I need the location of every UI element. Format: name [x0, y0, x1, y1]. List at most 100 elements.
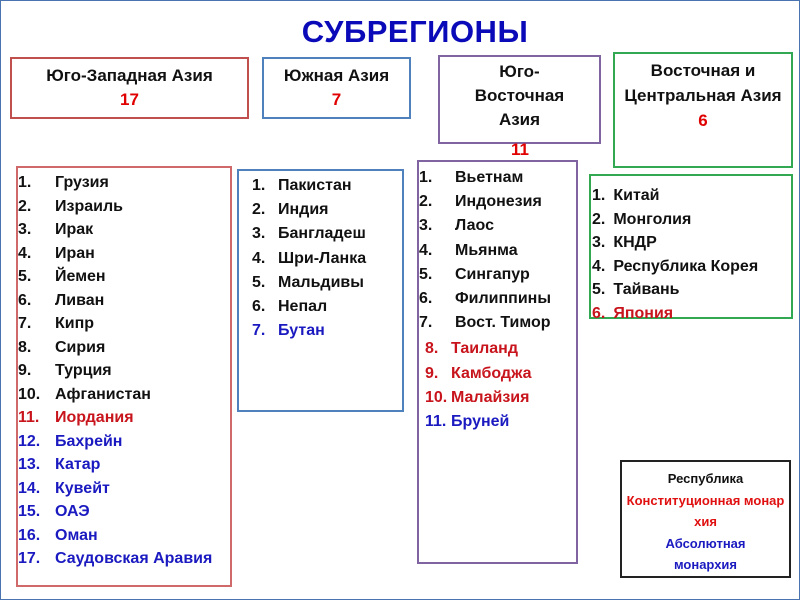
legend-constitutional-monarchy: Конституционная монархия [626, 492, 785, 530]
list-item: 15. ОАЭ [18, 500, 233, 524]
list-item: 5. Йемен [18, 265, 233, 289]
item-number: 1. [252, 177, 266, 194]
list-item: 9. Турция [18, 359, 233, 383]
item-name: Вьетнам [455, 169, 524, 186]
list-item: 3. Ирак [18, 218, 233, 242]
item-number: 5. [252, 273, 266, 291]
list-item: 1. Грузия [18, 171, 233, 195]
item-number: 1. [419, 169, 433, 186]
item-name: Малайзия [451, 388, 530, 406]
item-name: Пакистан [278, 177, 352, 194]
item-number: 12. [18, 432, 41, 450]
item-number: 10. [425, 388, 448, 406]
list-item: 6. Филиппины [419, 287, 569, 311]
item-name: Мьянма [455, 241, 518, 259]
item-number: 17. [18, 550, 41, 567]
item-number: 14. [18, 479, 41, 497]
item-number: 1. [18, 174, 32, 191]
region-header-southwest: Юго-Западная Азия 17 [10, 57, 249, 119]
list-item: 14. Кувейт [18, 477, 233, 501]
list-item: 10. Малайзия [419, 386, 569, 410]
list-box-southeast [417, 160, 578, 564]
list-item: 5. Сингапур [419, 263, 569, 287]
region-count: 6 [698, 111, 708, 130]
list-item: 5. Тайвань [592, 278, 787, 302]
list-item: 10. Афганистан [18, 383, 233, 407]
item-name: Иран [55, 244, 95, 262]
list-item: 17. Саудовская Аравия [18, 547, 233, 571]
item-name: Сирия [55, 338, 106, 356]
item-number: 4. [419, 241, 433, 259]
list-item: 8. Сирия [18, 336, 233, 360]
list-item: 1. Пакистан [252, 174, 402, 198]
item-name: Ливан [55, 291, 105, 309]
list-item: 3. Бангладеш [252, 222, 402, 246]
item-name: Грузия [55, 174, 109, 191]
list-item: 6. Непал [252, 295, 402, 319]
list-item: 4. Шри-Ланка [252, 247, 402, 271]
item-number: 1. [592, 187, 606, 204]
region-name: Юго-Восточная Азия [474, 62, 565, 129]
item-number: 15. [18, 503, 41, 520]
list-item: 9. Камбоджа [419, 362, 569, 386]
region-name: Юго-Западная Азия [46, 66, 213, 85]
item-number: 2. [419, 193, 433, 211]
item-name: Йемен [55, 268, 106, 285]
list-item: 5. Мальдивы [252, 271, 402, 295]
item-number: 2. [592, 210, 606, 228]
item-name: Таиланд [451, 340, 518, 358]
region-header-southeast: Юго-Восточная Азия [438, 55, 601, 144]
item-name: Кувейт [55, 479, 110, 497]
item-number: 9. [425, 364, 439, 382]
country-list-east: 1. Китай 2. Монголия 3. КНДР 4. Республика Коре… [592, 184, 787, 325]
item-number: 13. [18, 456, 41, 473]
list-item: 1. Вьетнам [419, 166, 569, 190]
item-name: Оман [55, 526, 98, 544]
list-item: 4. Мьянма [419, 239, 569, 263]
legend-box: Республика Конституционная монархия Абсо… [620, 460, 791, 578]
item-number: 11. [18, 409, 40, 426]
item-name: Бутан [278, 322, 325, 340]
item-number: 5. [18, 268, 32, 285]
list-item: 7. Вост. Тимор [419, 311, 569, 335]
item-name: Шри-Ланка [278, 249, 367, 267]
list-item: 6. Япония [592, 302, 787, 326]
list-item: 2. Монголия [592, 208, 787, 232]
item-name: Камбоджа [451, 364, 532, 382]
region-name: Южная Азия [283, 66, 390, 85]
item-name: Израиль [55, 197, 123, 215]
list-item: 1. Китай [592, 184, 787, 208]
list-box-southwest [16, 166, 232, 587]
item-name: Бахрейн [55, 432, 123, 450]
list-item: 16. Оман [18, 524, 233, 548]
region-header-south: Южная Азия 7 [262, 57, 411, 119]
item-number: 7. [419, 314, 433, 332]
list-item: 6. Ливан [18, 289, 233, 313]
list-item: 3. Лаос [419, 214, 569, 238]
list-item: 7. Бутан [252, 319, 402, 343]
list-box-south [237, 169, 404, 412]
item-number: 8. [18, 338, 32, 356]
item-number: 7. [252, 322, 266, 340]
item-name: Афганистан [55, 385, 151, 403]
list-item: 2. Израиль [18, 195, 233, 219]
item-name: Сингапур [455, 265, 530, 283]
region-count-southeast: 11 [511, 140, 529, 159]
item-name: ОАЭ [55, 503, 90, 520]
list-item: 12. Бахрейн [18, 430, 233, 454]
item-number: 3. [252, 225, 266, 243]
item-number: 6. [18, 291, 32, 309]
item-name: Китай [613, 187, 660, 204]
item-number: 3. [18, 221, 32, 238]
list-item: 7. Кипр [18, 312, 233, 336]
item-number: 6. [592, 304, 606, 322]
item-name: Бруней [451, 413, 510, 431]
list-item: 3. КНДР [592, 231, 787, 255]
item-name: Индонезия [455, 193, 542, 211]
item-number: 3. [419, 217, 433, 235]
item-number: 6. [419, 290, 433, 308]
item-name: Филиппины [455, 290, 551, 308]
item-number: 16. [18, 526, 41, 544]
legend-republic: Республика [667, 471, 744, 486]
legend-absolute-monarchy: Абсолютная монархия [665, 535, 746, 573]
